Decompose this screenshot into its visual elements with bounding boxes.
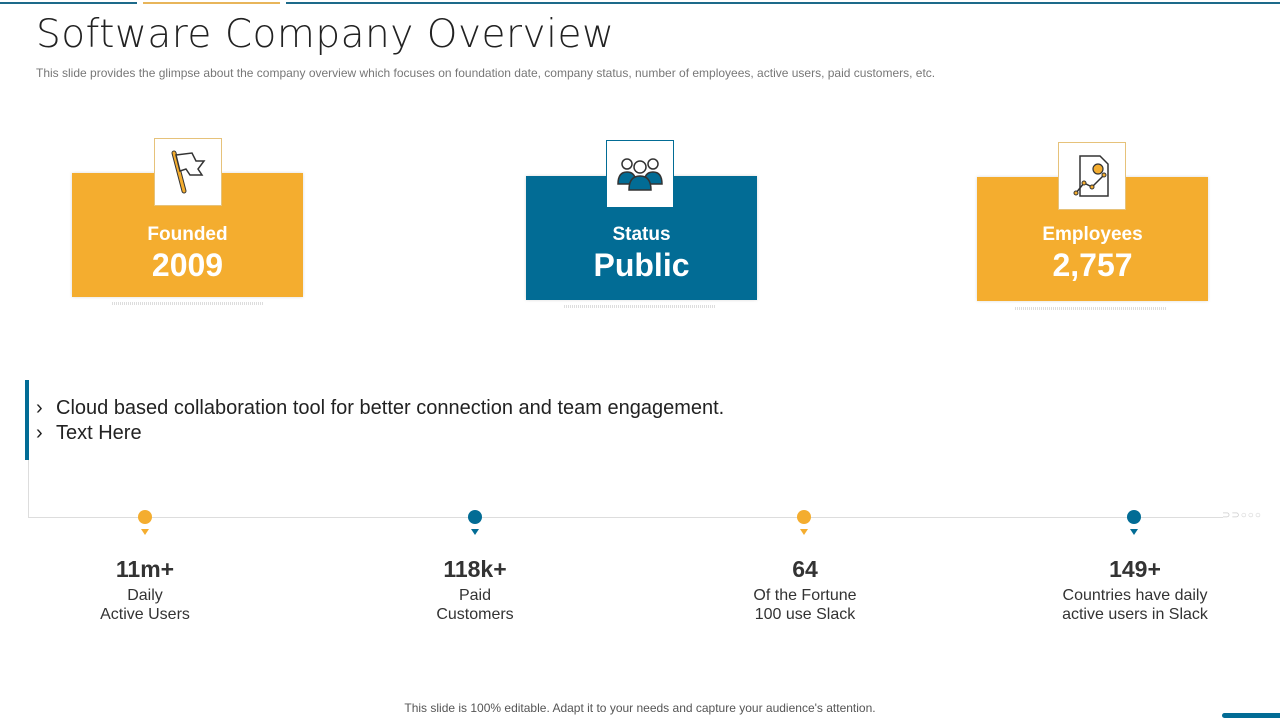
status-card: Status Public xyxy=(526,176,757,300)
timeline-pointer xyxy=(800,529,808,535)
bullet-text: Cloud based collaboration tool for bette… xyxy=(56,397,725,419)
card-label: Status xyxy=(612,224,671,245)
stat-value: 11m+ xyxy=(115,556,175,582)
stat-desc: Customers xyxy=(436,606,514,623)
card-value: 2009 xyxy=(151,247,224,283)
top-line-blue-right xyxy=(286,2,1280,4)
stat-value: 149+ xyxy=(1109,556,1161,582)
timeline-line xyxy=(28,517,1223,518)
card-label: Founded xyxy=(147,224,228,245)
bullet-item: › Text Here xyxy=(36,422,142,445)
card-value: 2,757 xyxy=(1052,247,1133,283)
page-subtitle: This slide provides the glimpse about th… xyxy=(36,66,936,80)
stat-paid-customers: 118k+ Paid Customers xyxy=(355,556,595,624)
chevron-right-icon: › xyxy=(36,422,43,444)
card-shadow xyxy=(1015,307,1167,310)
stat-desc: active users in Slack xyxy=(1062,606,1208,623)
stat-daily-active-users: 11m+ Daily Active Users xyxy=(25,556,265,624)
timeline-pointer xyxy=(471,529,479,535)
card-label: Employees xyxy=(1042,224,1143,245)
timeline-vertical-line xyxy=(28,460,29,517)
report-chart-icon xyxy=(1058,142,1126,210)
card-shadow xyxy=(564,305,716,308)
stat-value: 118k+ xyxy=(443,556,507,582)
stat-desc: Of the Fortune xyxy=(753,587,857,604)
stat-value: 64 xyxy=(792,556,818,582)
timeline-dot xyxy=(1127,510,1141,524)
page-title: Software Company Overview xyxy=(36,12,615,57)
bullet-item: › Cloud based collaboration tool for bett… xyxy=(36,397,724,420)
timeline-pointer xyxy=(1130,529,1138,535)
top-line-blue-left xyxy=(0,2,137,4)
card-shadow xyxy=(112,302,264,305)
timeline-dot xyxy=(138,510,152,524)
stat-desc: Paid xyxy=(458,587,492,604)
stat-desc: Countries have daily xyxy=(1062,587,1208,604)
bullets-accent-bar xyxy=(25,380,29,460)
footer-note: This slide is 100% editable. Adapt it to… xyxy=(404,701,876,715)
card-value: Public xyxy=(593,247,690,283)
top-line-orange xyxy=(143,2,280,4)
bottom-accent-bar xyxy=(1222,713,1280,718)
stat-fortune-100: 64 Of the Fortune 100 use Slack xyxy=(685,556,925,624)
stat-countries: 149+ Countries have daily active users in… xyxy=(1015,556,1255,624)
team-icon xyxy=(606,140,674,208)
timeline-dot xyxy=(468,510,482,524)
bullet-text: Text Here xyxy=(56,422,142,444)
chevron-right-icon: › xyxy=(36,397,43,419)
stat-desc: Active Users xyxy=(100,606,190,623)
stat-desc: Daily xyxy=(127,587,163,604)
timeline-end-marks: ⊃⊃○○○ xyxy=(1222,510,1262,521)
stat-desc: 100 use Slack xyxy=(754,606,856,623)
timeline-dot xyxy=(797,510,811,524)
flag-icon xyxy=(154,138,222,206)
employees-card: Employees 2,757 xyxy=(977,177,1208,301)
timeline-pointer xyxy=(141,529,149,535)
